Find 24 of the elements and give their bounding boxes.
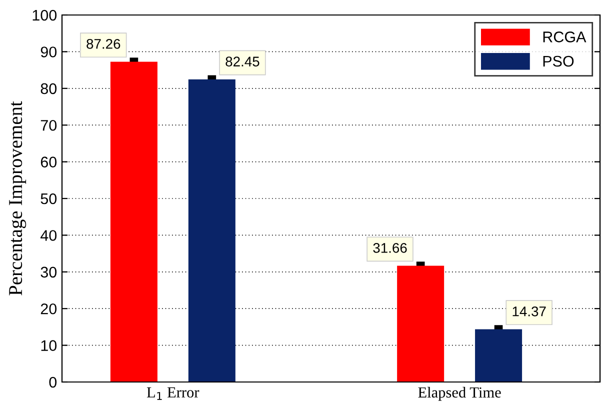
y-tick-label: 100 — [32, 10, 57, 21]
y-tick-label: 80 — [40, 83, 57, 94]
data-label: 14.37 — [512, 306, 546, 316]
data-label: 31.66 — [373, 243, 407, 253]
y-tick-label: 40 — [40, 230, 57, 241]
y-tick-label: 0 — [49, 376, 57, 388]
y-tick-label: 90 — [40, 46, 57, 58]
bar — [110, 62, 158, 382]
bar — [397, 266, 444, 382]
data-label: 87.26 — [86, 38, 120, 49]
y-axis-title: Percentage Improvement — [9, 101, 26, 296]
legend-label: PSO — [543, 56, 574, 67]
data-label: 82.45 — [226, 56, 260, 66]
y-tick-label: 30 — [40, 266, 57, 278]
y-tick-label: 10 — [41, 340, 57, 351]
y-tick-label: 50 — [40, 193, 57, 204]
legend-label: RCGA — [543, 32, 586, 42]
y-tick-label: 70 — [40, 120, 57, 131]
y-tick-label: 60 — [40, 156, 57, 168]
y-tick-label: 20 — [40, 303, 57, 314]
x-tick-label: L$_{1}$ Error — [146, 387, 200, 400]
bar — [188, 79, 236, 382]
x-tick-label: Elapsed Time — [418, 386, 501, 401]
bar — [475, 329, 522, 382]
